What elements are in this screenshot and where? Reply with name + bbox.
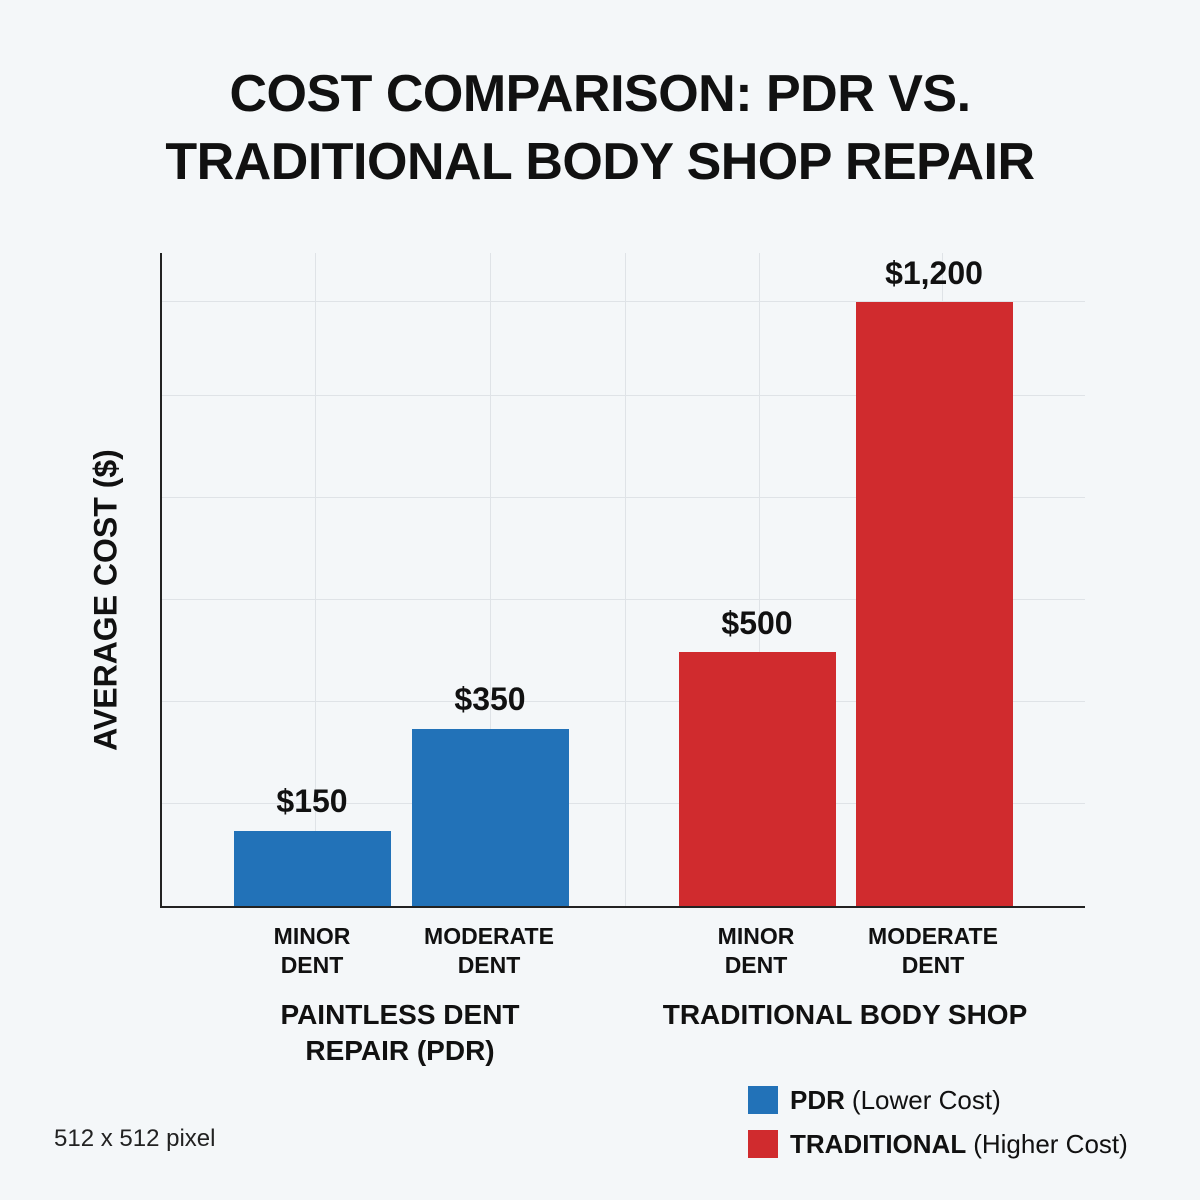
y-axis-label: AVERAGE COST ($) [87, 449, 124, 751]
bar-value-label: $1,200 [885, 255, 983, 291]
category-label: MODERATE DENT [424, 923, 554, 978]
gridline [162, 599, 1085, 600]
gridline [162, 803, 1085, 804]
gridline [162, 497, 1085, 498]
category-label: MODERATE DENT [868, 923, 998, 978]
legend-item-pdr: PDR (Lower Cost) [748, 1078, 1128, 1122]
gridline [759, 253, 760, 906]
chart-title: COST COMPARISON: PDR VS. TRADITIONAL BOD… [165, 65, 1035, 191]
gridline [162, 701, 1085, 702]
bar-value-label: $500 [721, 605, 793, 641]
footnote: 512 x 512 pixel [54, 1125, 216, 1152]
group-label-pdr: PAINTLESS DENT REPAIR (PDR) [280, 999, 520, 1066]
gridline [490, 253, 491, 906]
category-label: MINOR DENT [717, 923, 795, 978]
gridline [162, 301, 1085, 302]
category-label: MINOR DENT [273, 923, 351, 978]
legend-swatch-blue [748, 1086, 778, 1114]
bar-pdr-minor [234, 831, 391, 906]
gridline [162, 395, 1085, 396]
legend-item-traditional: TRADITIONAL (Higher Cost) [748, 1122, 1128, 1166]
bar-value-label: $150 [276, 783, 348, 819]
bar-pdr-moderate [412, 729, 569, 906]
bar-value-label: $350 [454, 681, 526, 717]
bar-traditional-moderate [856, 302, 1013, 906]
legend-swatch-red [748, 1130, 778, 1158]
gridline [315, 253, 316, 906]
legend: PDR (Lower Cost) TRADITIONAL (Higher Cos… [748, 1078, 1128, 1166]
bar-traditional-minor [679, 652, 836, 906]
plot-area: $150 $350 $500 $1,200 [160, 253, 1085, 908]
group-label-traditional: TRADITIONAL BODY SHOP [662, 999, 1028, 1030]
gridline [625, 253, 626, 906]
